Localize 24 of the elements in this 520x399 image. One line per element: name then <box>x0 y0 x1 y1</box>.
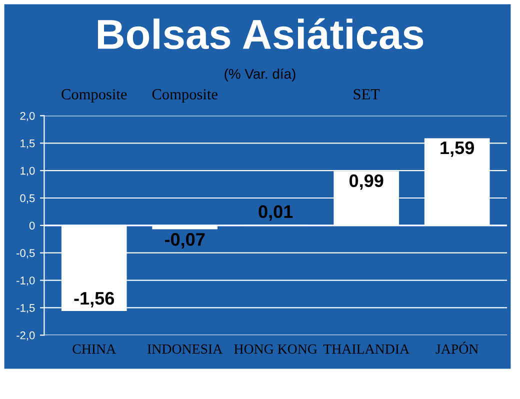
data-label: 1,59 <box>440 141 474 157</box>
y-tick-label: 2,0 <box>20 112 35 122</box>
data-label: -0,07 <box>164 233 205 248</box>
x-tick-label: HONG KONG <box>234 344 318 354</box>
x-tick-label: CHINA <box>72 344 116 354</box>
y-tick-label: -1,5 <box>16 304 35 314</box>
text: SET <box>354 89 380 100</box>
y-tick-label: -1,0 <box>16 276 35 286</box>
chart-subtitle: (% Var. día) <box>224 68 296 82</box>
y-tick-label: 1,5 <box>20 140 35 149</box>
data-label: -1,56 <box>74 292 114 308</box>
x-tick-label: INDONESIA <box>148 344 223 354</box>
text: Composite <box>62 89 127 103</box>
x-tick-label: JAPÓN <box>436 342 478 354</box>
x-tick-label: THAILANDIA <box>323 344 410 354</box>
y-tick-label: -0,5 <box>16 249 35 258</box>
y-tick-label: 0,5 <box>20 194 35 204</box>
data-label: 0,01 <box>258 205 293 221</box>
data-label: 0,99 <box>349 174 384 190</box>
text: Composite <box>152 89 218 103</box>
y-tick-label: 0 <box>29 222 35 230</box>
chart-title: Bolsas Asiáticas <box>98 18 424 50</box>
y-tick-label: -2,0 <box>16 331 35 341</box>
y-tick-label: 1,0 <box>20 166 35 176</box>
